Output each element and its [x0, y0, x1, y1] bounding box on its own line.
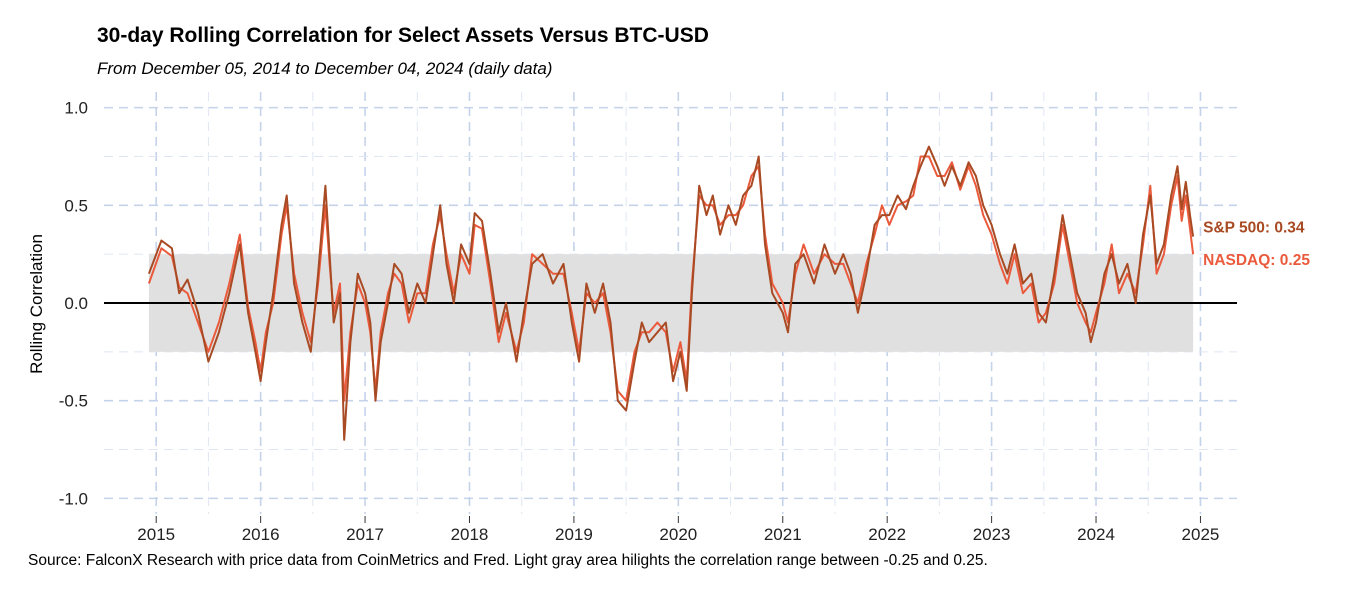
x-tick-label: 2015	[137, 525, 175, 544]
y-tick-label: 0.5	[64, 196, 88, 215]
x-tick-label: 2022	[868, 525, 906, 544]
end-label-s-p-500: S&P 500: 0.34	[1203, 220, 1305, 237]
axis-layer: S&P 500: 0.34 NASDAQ: 0.25 1.0 0.5 0.0 -0.5 -1…	[59, 99, 1311, 544]
y-axis-title: Rolling Correlation	[27, 234, 46, 374]
series-line-s-p-500	[147, 145, 1195, 441]
series-layer	[147, 145, 1195, 441]
x-tick-label: 2021	[764, 525, 802, 544]
x-tick-label: 2019	[555, 525, 593, 544]
rolling-correlation-chart: S&P 500: 0.34 NASDAQ: 0.25 1.0 0.5 0.0 -0.5 -1…	[27, 92, 1311, 544]
x-tick-label: 2025	[1182, 525, 1220, 544]
chart-title: 30-day Rolling Correlation for Select As…	[97, 24, 709, 47]
x-tick-label: 2016	[242, 525, 280, 544]
y-tick-label: 1.0	[64, 99, 88, 118]
x-tick-label: 2020	[659, 525, 697, 544]
y-tick-label: -1.0	[59, 489, 88, 508]
x-tick-label: 2018	[451, 525, 489, 544]
x-tick-label: 2023	[973, 525, 1011, 544]
y-tick-label: -0.5	[59, 392, 88, 411]
chart-subtitle: From December 05, 2014 to December 04, 2…	[97, 59, 553, 78]
chart-caption: Source: FalconX Research with price data…	[28, 552, 988, 569]
x-tick-label: 2017	[346, 525, 384, 544]
end-label-nasdaq: NASDAQ: 0.25	[1203, 252, 1310, 269]
y-tick-label: 0.0	[64, 294, 88, 313]
x-tick-label: 2024	[1077, 525, 1115, 544]
